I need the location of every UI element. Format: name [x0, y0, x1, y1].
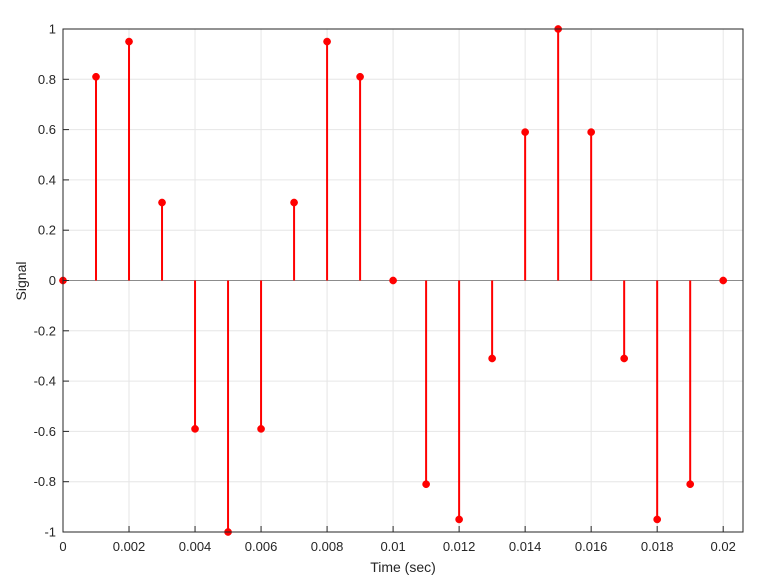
stem-marker [389, 276, 397, 285]
x-tick-labels: 0 0.002 0.004 0.006 0.008 0.01 0.012 0.014 0.016… [59, 526, 736, 554]
stem-marker [356, 72, 364, 81]
x-tick-label: 0 [59, 539, 66, 554]
x-tick-label: 0.014 [509, 539, 542, 554]
stem-marker [719, 276, 728, 285]
stem-marker [191, 425, 199, 433]
y-tick-label: -1 [44, 525, 56, 540]
stems-layer [59, 25, 728, 536]
stem-marker [257, 425, 265, 433]
x-tick-label: 0.012 [443, 539, 476, 554]
y-tick-label: 0.2 [38, 223, 56, 238]
y-tick-label: -0.6 [34, 424, 56, 439]
x-tick-label: 0.016 [575, 539, 608, 554]
y-tick-label: -0.2 [34, 323, 56, 338]
stem-marker [521, 128, 529, 136]
stem-marker [125, 37, 133, 46]
stem-marker [686, 480, 695, 489]
x-tick-label: 0.01 [380, 539, 405, 554]
y-tick-label: -0.4 [34, 374, 56, 389]
x-tick-label: 0.02 [711, 539, 736, 554]
x-tick-label: 0.008 [311, 539, 344, 554]
stem-marker [158, 198, 166, 207]
stem-marker [488, 354, 496, 363]
y-tick-labels: -1 -0.8 -0.6 -0.4 -0.2 0 0.2 0.4 0.6 0.8 1 [34, 22, 69, 540]
x-axis-label: Time (sec) [370, 559, 436, 575]
stem-marker [323, 37, 331, 46]
stem-marker [653, 515, 662, 524]
stem-marker [290, 198, 298, 207]
y-axis-label: Signal [13, 262, 29, 301]
stem-marker [92, 72, 100, 81]
stem-marker [620, 354, 629, 363]
y-tick-label: 0.4 [38, 172, 56, 187]
y-tick-label: 0 [49, 273, 56, 288]
y-tick-label: -0.8 [34, 474, 56, 489]
x-tick-label: 0.018 [641, 539, 674, 554]
y-tick-label: 0.6 [38, 122, 56, 137]
x-tick-label: 0.002 [113, 539, 146, 554]
x-tick-label: 0.004 [179, 539, 212, 554]
stem-marker [455, 515, 463, 524]
x-tick-label: 0.006 [245, 539, 278, 554]
stem-marker [422, 480, 430, 489]
y-tick-label: 0.8 [38, 72, 56, 87]
stem-marker [587, 128, 596, 136]
y-tick-label: 1 [49, 22, 56, 37]
